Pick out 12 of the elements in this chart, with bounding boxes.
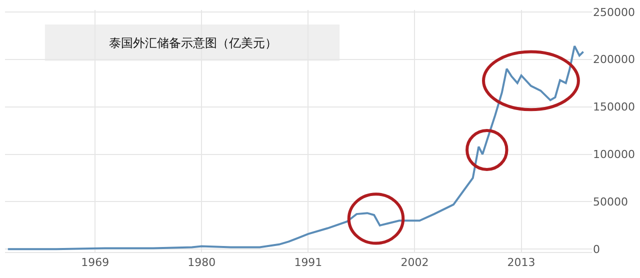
y-tick-label: 100000 [593, 148, 635, 162]
y-tick-label: 200000 [593, 53, 635, 66]
y-tick-label: 50000 [593, 196, 628, 209]
x-tick-label: 1969 [81, 256, 110, 270]
y-tick-label: 0 [593, 243, 600, 256]
x-tick-label: 2002 [400, 256, 429, 270]
y-tick-label: 250000 [593, 6, 635, 19]
x-tick-label: 1991 [294, 256, 322, 270]
text: 泰国外汇储备示意图（亿美元） [109, 36, 277, 50]
x-tick-label: 1980 [188, 256, 216, 270]
y-tick-label: 150000 [593, 100, 635, 114]
x-tick-label: 2013 [507, 256, 536, 270]
